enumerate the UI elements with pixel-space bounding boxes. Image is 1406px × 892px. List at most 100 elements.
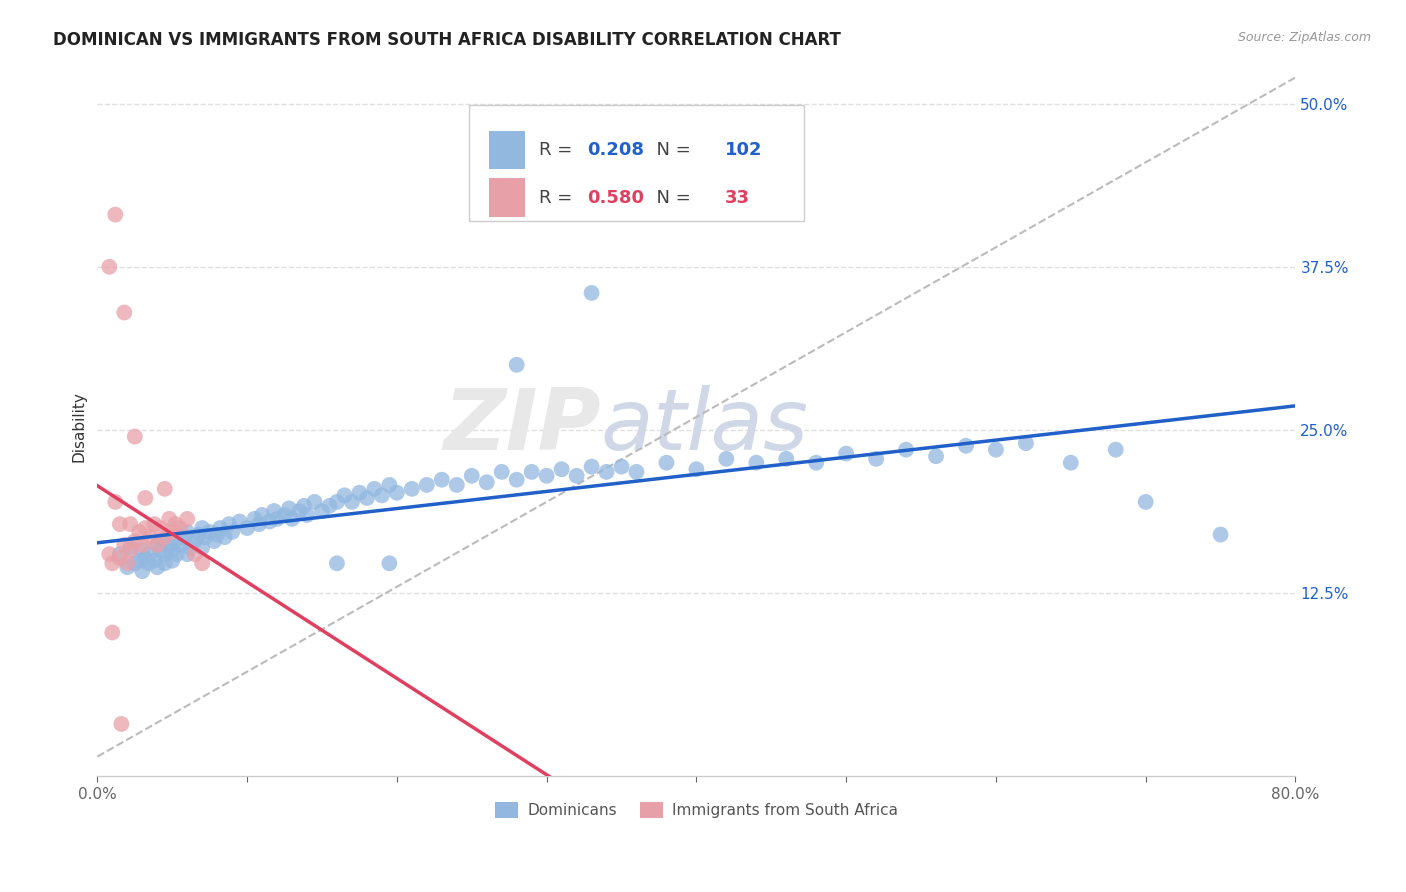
Point	[1015, 436, 1038, 450]
Text: ZIP: ZIP	[443, 385, 600, 468]
Point	[150, 534, 173, 549]
Point	[112, 538, 135, 552]
Text: DOMINICAN VS IMMIGRANTS FROM SOUTH AFRICA DISABILITY CORRELATION CHART: DOMINICAN VS IMMIGRANTS FROM SOUTH AFRIC…	[53, 31, 841, 49]
Point	[984, 442, 1007, 457]
Point	[340, 495, 363, 509]
Point	[131, 543, 153, 558]
Point	[143, 517, 166, 532]
Point	[146, 560, 169, 574]
Point	[120, 541, 142, 555]
Point	[128, 524, 150, 539]
Point	[250, 508, 273, 522]
Point	[491, 465, 513, 479]
Point	[131, 538, 153, 552]
Point	[153, 547, 176, 561]
FancyBboxPatch shape	[489, 178, 524, 217]
Point	[117, 560, 139, 574]
Point	[117, 556, 139, 570]
Point	[243, 512, 266, 526]
Point	[505, 358, 527, 372]
Point	[288, 504, 311, 518]
Point	[205, 527, 228, 541]
Y-axis label: Disability: Disability	[72, 392, 86, 462]
Point	[333, 488, 356, 502]
Text: Source: ZipAtlas.com: Source: ZipAtlas.com	[1237, 31, 1371, 45]
Point	[775, 451, 797, 466]
Point	[356, 491, 378, 505]
Point	[1105, 442, 1128, 457]
Point	[371, 488, 394, 502]
Point	[925, 449, 948, 463]
Point	[401, 482, 423, 496]
Point	[835, 446, 858, 460]
Point	[160, 524, 183, 539]
Point	[520, 465, 543, 479]
Point	[160, 554, 183, 568]
Point	[153, 530, 176, 544]
Point	[139, 547, 162, 561]
Point	[416, 478, 439, 492]
Point	[214, 530, 236, 544]
Point	[505, 473, 527, 487]
Point	[536, 468, 558, 483]
Point	[131, 564, 153, 578]
Point	[108, 547, 131, 561]
Point	[349, 485, 371, 500]
Point	[363, 482, 385, 496]
Text: 102: 102	[725, 141, 762, 159]
Point	[318, 499, 340, 513]
Point	[228, 515, 250, 529]
Point	[430, 473, 453, 487]
Point	[685, 462, 707, 476]
Point	[1135, 495, 1157, 509]
Point	[304, 495, 326, 509]
Point	[183, 547, 205, 561]
Point	[112, 305, 135, 319]
Point	[198, 524, 221, 539]
Legend: Dominicans, Immigrants from South Africa: Dominicans, Immigrants from South Africa	[489, 797, 904, 824]
Point	[626, 465, 648, 479]
Point	[124, 556, 146, 570]
Point	[273, 508, 295, 522]
Point	[311, 504, 333, 518]
Point	[120, 543, 142, 558]
Point	[295, 508, 318, 522]
Point	[134, 491, 156, 505]
Point	[806, 456, 828, 470]
Point	[281, 512, 304, 526]
Point	[385, 485, 408, 500]
Text: R =: R =	[540, 189, 578, 207]
Point	[136, 556, 159, 570]
Point	[134, 551, 156, 566]
Point	[209, 521, 232, 535]
Text: 33: 33	[725, 189, 751, 207]
Point	[550, 462, 572, 476]
Point	[565, 468, 588, 483]
Point	[176, 524, 198, 539]
Point	[139, 530, 162, 544]
Text: R =: R =	[540, 141, 578, 159]
Point	[475, 475, 498, 490]
Point	[581, 459, 603, 474]
Point	[149, 521, 172, 535]
Point	[194, 530, 217, 544]
Point	[266, 512, 288, 526]
Point	[581, 285, 603, 300]
FancyBboxPatch shape	[489, 131, 524, 169]
Point	[98, 547, 121, 561]
Point	[128, 554, 150, 568]
Point	[894, 442, 917, 457]
Point	[176, 512, 198, 526]
Point	[259, 515, 281, 529]
Point	[221, 524, 243, 539]
Point	[101, 625, 124, 640]
Point	[124, 429, 146, 443]
Point	[166, 547, 188, 561]
Point	[124, 534, 146, 549]
Point	[146, 538, 169, 552]
Point	[955, 439, 977, 453]
Point	[461, 468, 484, 483]
Point	[188, 527, 211, 541]
Point	[236, 521, 259, 535]
Point	[110, 717, 132, 731]
